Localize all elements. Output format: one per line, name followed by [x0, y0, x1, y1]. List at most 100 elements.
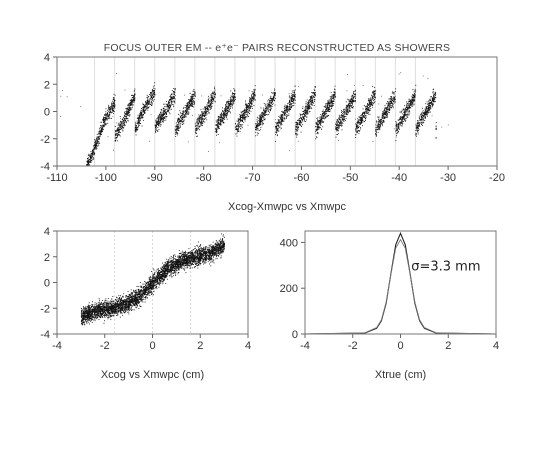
scatter-point: [209, 104, 211, 106]
scatter-point: [290, 103, 292, 105]
scatter-point: [145, 108, 147, 110]
scatter-point: [284, 112, 286, 114]
scatter-point: [257, 125, 259, 127]
scatter-point: [390, 99, 392, 101]
scatter-point: [351, 100, 353, 102]
scatter-point: [244, 117, 245, 119]
scatter-point: [196, 125, 198, 127]
scatter-point: [215, 130, 217, 132]
scatter-point: [286, 109, 288, 111]
scatter-point: [220, 124, 222, 126]
scatter-point: [280, 123, 282, 125]
scatter-point: [124, 118, 126, 119]
scatter-point: [308, 103, 309, 105]
scatter-point: [252, 100, 254, 101]
scatter-point: [123, 117, 125, 119]
scatter-point: [191, 105, 192, 106]
scatter-point: [343, 116, 345, 118]
scatter-point: [126, 111, 128, 113]
scatter-point: [192, 96, 194, 98]
scatter-point: [222, 118, 224, 120]
scatter-point: [249, 97, 251, 99]
scatter-point: [325, 109, 327, 111]
scatter-point: [141, 116, 143, 117]
scatter-point: [157, 122, 159, 124]
scatter-point: [358, 118, 360, 120]
scatter-point: [386, 111, 388, 113]
scatter-point: [177, 123, 179, 125]
scatter-point: [327, 110, 329, 111]
scatter-point: [137, 122, 139, 124]
scatter-point: [223, 114, 225, 116]
scatter-point: [349, 106, 351, 107]
scatter-point: [181, 117, 183, 119]
scatter-point: [136, 124, 137, 126]
scatter-point: [164, 115, 166, 117]
scatter-point: [360, 115, 362, 116]
scatter-point: [227, 100, 229, 102]
scatter-point: [256, 127, 258, 129]
scatter-point: [287, 106, 289, 108]
scatter-point: [232, 93, 233, 95]
scatter-point: [200, 115, 201, 117]
scatter-point: [119, 127, 121, 129]
scatter-point: [346, 104, 348, 106]
scatter-point: [208, 100, 210, 102]
scatter-point: [238, 128, 239, 130]
scatter-point: [115, 133, 117, 135]
scatter-point: [423, 114, 424, 116]
scatter-point: [418, 127, 419, 129]
scatter-point: [199, 129, 201, 131]
scatter-point: [87, 159, 89, 161]
scatter-point: [220, 116, 222, 118]
scatter-point: [280, 124, 282, 126]
scatter-point: [93, 147, 95, 148]
scatter-point: [256, 124, 258, 125]
scatter-point: [225, 110, 227, 112]
scatter-point: [224, 117, 226, 119]
scatter-point: [269, 101, 271, 103]
scatter-point: [177, 118, 179, 120]
scatter-point: [205, 117, 207, 119]
scatter-point: [255, 131, 257, 133]
scatter-point: [285, 118, 287, 120]
scatter-point: [90, 157, 92, 159]
scatter-point: [98, 142, 100, 144]
scatter-point: [93, 158, 95, 160]
scatter-point: [143, 107, 145, 109]
scatter-point: [158, 124, 160, 126]
scatter-point: [287, 109, 289, 111]
scatter-point: [368, 100, 370, 102]
scatter-point: [152, 89, 153, 91]
scatter-point: [269, 104, 271, 106]
scatter-point: [207, 99, 209, 101]
scatter-point: [103, 126, 105, 128]
scatter-point: [189, 104, 190, 106]
scatter-point: [283, 106, 285, 108]
scatter-point: [234, 90, 236, 92]
scatter-point: [321, 119, 323, 121]
scatter-point: [210, 106, 212, 108]
scatter-point: [202, 115, 204, 117]
scatter-point: [87, 163, 89, 165]
scatter-point: [132, 101, 134, 103]
scatter-point: [125, 108, 127, 110]
scatter-point: [115, 130, 117, 132]
scatter-point: [282, 117, 284, 119]
scatter-point: [343, 119, 345, 121]
scatter-point: [111, 112, 112, 114]
scatter-point: [373, 103, 374, 105]
scatter-point: [410, 99, 412, 101]
scatter-point: [381, 117, 383, 119]
scatter-point: [384, 112, 386, 114]
scatter-point: [409, 101, 411, 103]
scatter-point: [297, 122, 298, 124]
scatter-point: [366, 108, 368, 110]
scatter-point: [338, 124, 340, 126]
scatter-point: [88, 159, 90, 161]
scatter-point: [145, 108, 147, 109]
scatter-point: [290, 96, 292, 98]
scatter-point: [242, 113, 244, 115]
scatter-point: [88, 154, 90, 156]
scatter-point: [241, 120, 243, 122]
